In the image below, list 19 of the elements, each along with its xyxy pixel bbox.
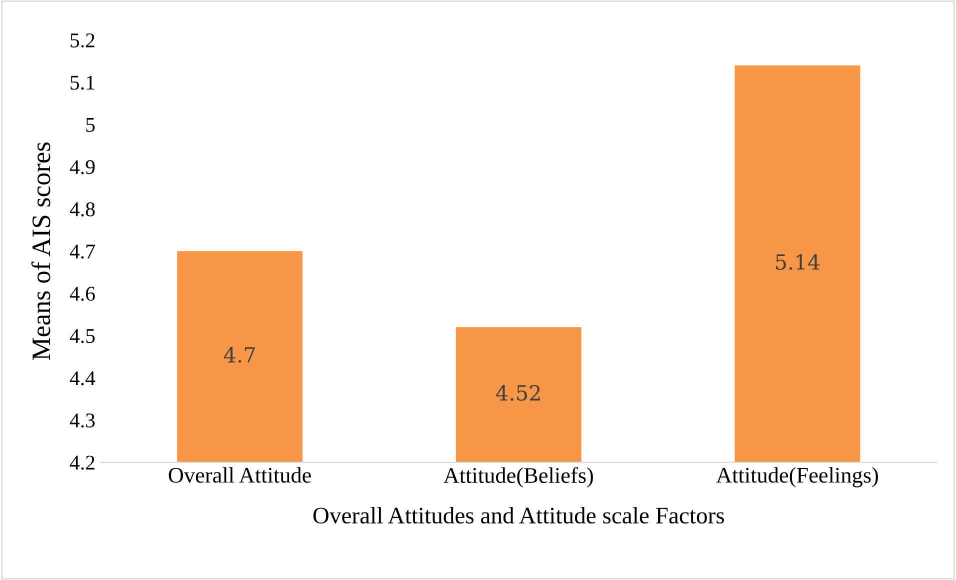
y-tick-label: 4.3 — [70, 413, 95, 428]
y-tick-label: 4.7 — [70, 244, 95, 259]
x-tick-label: Overall Attitude — [168, 467, 311, 483]
y-tick-label: 5.1 — [70, 76, 94, 90]
y-tick-label: 4.8 — [70, 202, 95, 216]
y-tick-label: 4.4 — [70, 371, 96, 386]
y-tick-label: 4.6 — [70, 286, 95, 301]
data-label: 4.7 — [224, 346, 255, 363]
x-tick-label: Attitude(Beliefs) — [444, 467, 593, 488]
y-tick-label: 5.2 — [70, 33, 94, 48]
y-axis-title: Means of AIS scores — [31, 142, 50, 360]
y-tick-label: 4.9 — [70, 160, 95, 174]
y-tick-label: 4.5 — [70, 329, 95, 344]
x-axis-title: Overall Attitudes and Attitude scale Factors — [313, 506, 724, 524]
y-tick-label: 5 — [86, 118, 95, 132]
x-tick-label: Attitude(Feelings) — [716, 467, 878, 488]
data-label: 5.14 — [776, 254, 820, 270]
data-label: 4.52 — [496, 384, 540, 401]
y-tick-label: 4.2 — [70, 456, 94, 470]
